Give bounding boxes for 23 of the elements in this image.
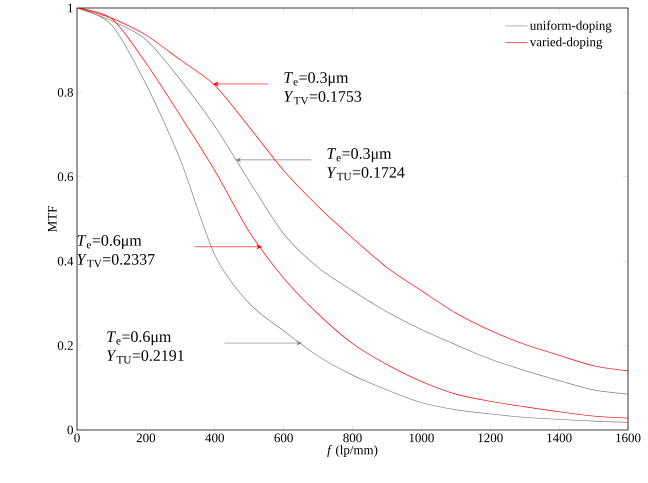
x-tick-label: 800 xyxy=(343,434,362,442)
y-tick-label: 0.8 xyxy=(58,88,73,97)
y-tick-label: 0 xyxy=(68,426,73,434)
x-tick-label: 400 xyxy=(205,434,224,442)
x-tick-label: 200 xyxy=(136,434,156,442)
annotation: T$_{e}$=0.3μm Y$_{TU}$=0.1724 xyxy=(327,148,405,180)
annotation: T$_{e}$=0.3μm Y$_{TV}$=0.1753 xyxy=(284,72,362,104)
y-tick-label: 0.4 xyxy=(58,256,74,266)
x-tick-label: 1200 xyxy=(478,434,503,442)
y-tick-label: 1 xyxy=(68,4,73,12)
x-tick-label: 600 xyxy=(274,434,293,442)
y-tick-label: 0.6 xyxy=(58,172,74,182)
annotation: T$_{e}$=0.6μm Y$_{TV}$=0.2337 xyxy=(77,235,155,268)
x-tick-label: 1600 xyxy=(616,434,640,442)
x-tick-label: 0 xyxy=(74,434,80,442)
legend-label: uniform-doping xyxy=(530,20,612,33)
x-axis-title: f (lp/mm) xyxy=(327,445,378,457)
y-axis-title: MTF xyxy=(48,206,56,232)
x-tick-label: 1000 xyxy=(410,434,434,442)
legend-label: varied-doping xyxy=(530,37,602,49)
y-tick-label: 0.2 xyxy=(58,341,73,350)
x-tick-label: 1400 xyxy=(547,434,572,442)
annotation: T$_{e}$=0.6μm Y$_{TU}$=0.2191 xyxy=(107,331,184,364)
